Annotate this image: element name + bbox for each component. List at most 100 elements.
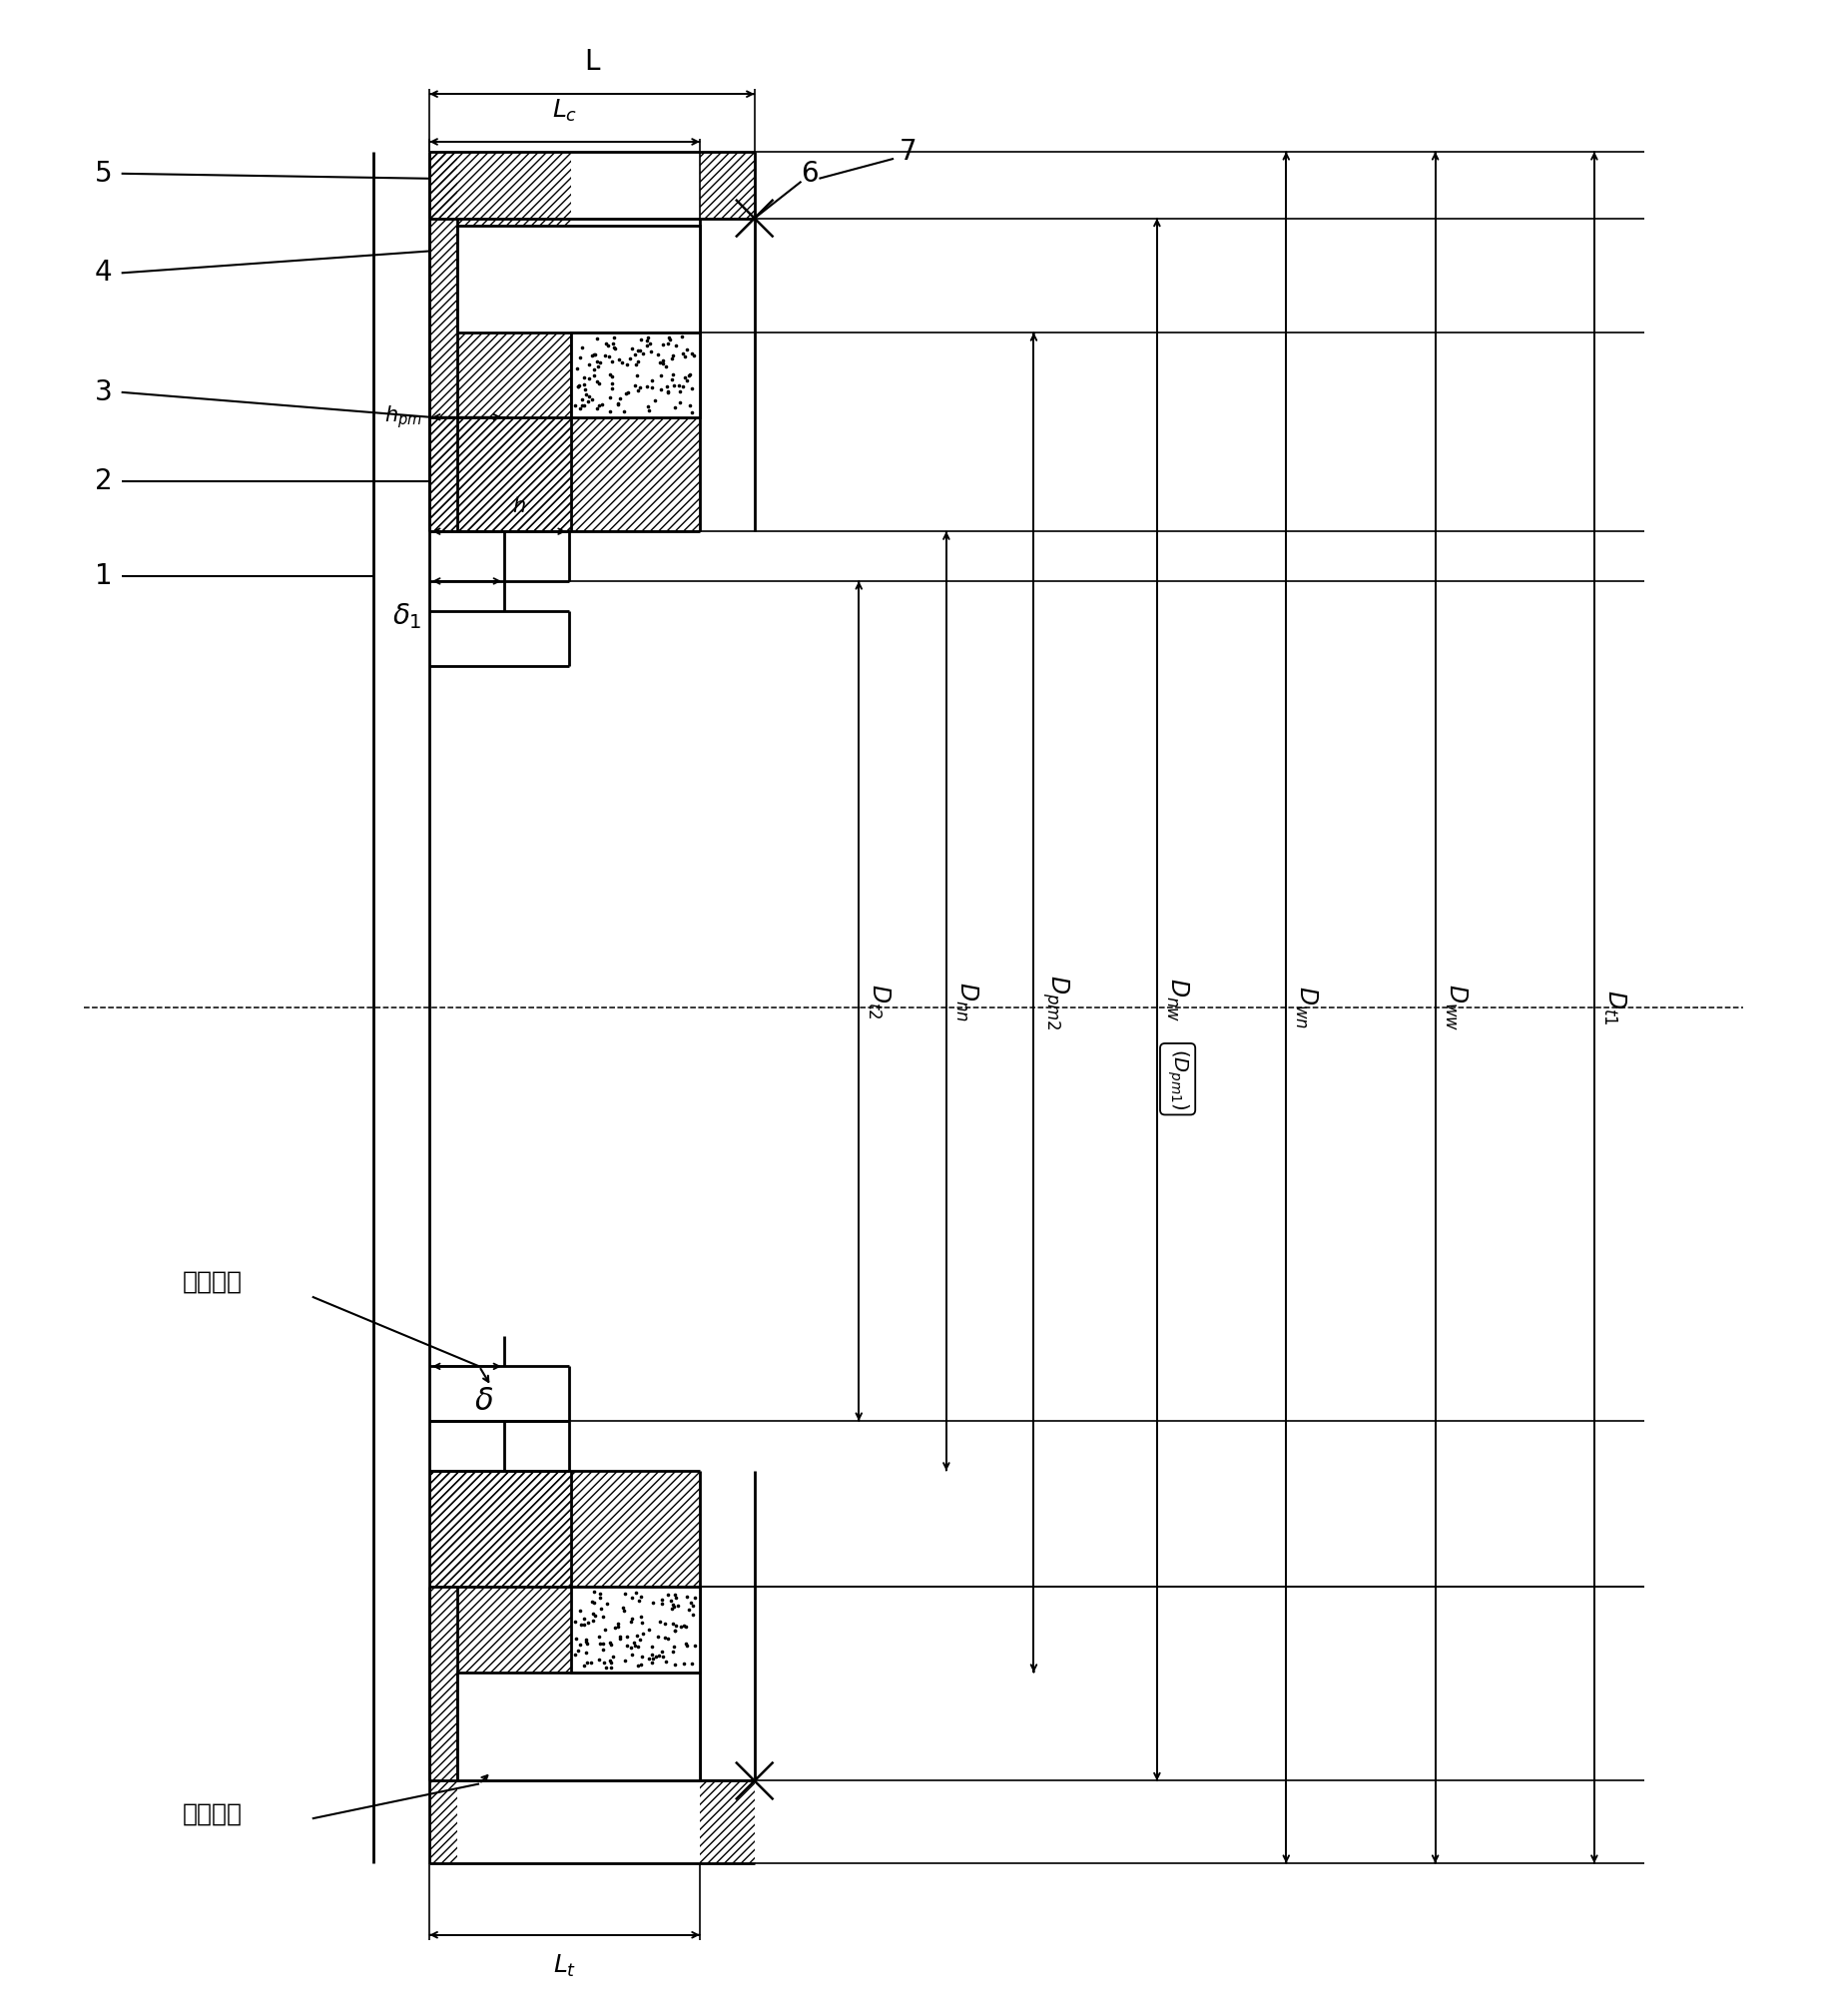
Point bbox=[623, 1631, 652, 1663]
Point bbox=[595, 1629, 625, 1661]
Point bbox=[660, 1615, 689, 1647]
Point bbox=[649, 329, 678, 361]
Point bbox=[597, 329, 627, 361]
Point bbox=[678, 1647, 707, 1679]
Point bbox=[627, 323, 656, 355]
Text: $L_t$: $L_t$ bbox=[553, 1954, 577, 1980]
Point bbox=[583, 365, 612, 397]
Point bbox=[672, 1581, 702, 1613]
Point bbox=[647, 1635, 676, 1667]
Point bbox=[597, 1647, 627, 1679]
Point bbox=[682, 1583, 711, 1615]
Point bbox=[561, 389, 590, 421]
Point bbox=[625, 1585, 654, 1617]
Point bbox=[575, 349, 605, 381]
Text: 4: 4 bbox=[95, 258, 112, 286]
Point bbox=[579, 1605, 608, 1637]
Point bbox=[572, 1637, 601, 1669]
Bar bbox=[570, 1587, 700, 1673]
Point bbox=[583, 323, 612, 355]
Text: $D_{ww}$: $D_{ww}$ bbox=[1442, 984, 1469, 1030]
Point bbox=[634, 1643, 663, 1675]
Point bbox=[599, 331, 628, 363]
Point bbox=[678, 1599, 707, 1631]
Point bbox=[623, 1649, 652, 1681]
Point bbox=[638, 1631, 667, 1663]
Point bbox=[588, 389, 617, 421]
Point bbox=[562, 1623, 592, 1655]
Point bbox=[564, 1635, 594, 1667]
Point bbox=[660, 1615, 689, 1647]
Point bbox=[625, 335, 654, 367]
Text: $h$: $h$ bbox=[513, 496, 526, 516]
Point bbox=[672, 365, 702, 397]
Point bbox=[680, 1629, 709, 1661]
Point bbox=[583, 393, 612, 425]
Point bbox=[641, 385, 671, 417]
Point bbox=[619, 369, 649, 401]
Point bbox=[658, 339, 687, 371]
Point bbox=[594, 329, 623, 361]
Point bbox=[579, 339, 608, 371]
Text: 6: 6 bbox=[801, 159, 817, 187]
Point bbox=[623, 375, 652, 407]
Point bbox=[603, 1611, 632, 1643]
Text: 1: 1 bbox=[95, 562, 112, 591]
Point bbox=[616, 1605, 645, 1637]
Point bbox=[671, 361, 700, 393]
Point bbox=[627, 1601, 656, 1633]
Point bbox=[627, 1649, 656, 1681]
Point bbox=[595, 1645, 625, 1677]
Point bbox=[638, 1587, 667, 1619]
Point bbox=[660, 1579, 689, 1611]
Point bbox=[661, 1581, 691, 1613]
Point bbox=[562, 353, 592, 385]
Point bbox=[628, 337, 658, 369]
Point bbox=[579, 359, 608, 391]
Point bbox=[570, 369, 599, 401]
Point bbox=[597, 367, 627, 399]
Point bbox=[627, 371, 656, 403]
Point bbox=[584, 351, 614, 383]
Point bbox=[612, 377, 641, 409]
Point bbox=[617, 1603, 647, 1635]
Point bbox=[584, 367, 614, 399]
Point bbox=[619, 339, 649, 371]
Point bbox=[601, 333, 630, 365]
Point bbox=[570, 1609, 599, 1641]
Point bbox=[612, 1629, 641, 1661]
Point bbox=[612, 349, 641, 381]
Point bbox=[661, 1609, 691, 1641]
Point bbox=[595, 381, 625, 413]
Point bbox=[634, 393, 663, 425]
Point bbox=[595, 1651, 625, 1683]
Point bbox=[590, 1647, 619, 1679]
Point bbox=[619, 1629, 649, 1661]
Point bbox=[584, 1643, 614, 1675]
Point bbox=[603, 389, 632, 421]
Point bbox=[566, 393, 595, 425]
Point bbox=[674, 1593, 703, 1625]
Point bbox=[561, 1607, 590, 1639]
Point bbox=[623, 335, 652, 367]
Point bbox=[566, 343, 595, 375]
Point bbox=[583, 345, 612, 377]
Point bbox=[672, 1629, 702, 1661]
Bar bbox=[458, 226, 700, 333]
Point bbox=[658, 1593, 687, 1625]
Point bbox=[645, 1607, 674, 1639]
Point bbox=[617, 1631, 647, 1663]
Text: $(D_{pm1})$: $(D_{pm1})$ bbox=[1165, 1048, 1191, 1111]
Point bbox=[564, 1629, 594, 1661]
Text: $D_{pm2}$: $D_{pm2}$ bbox=[1041, 976, 1072, 1030]
Point bbox=[671, 1611, 700, 1643]
Point bbox=[610, 1595, 639, 1627]
Bar bbox=[429, 1472, 570, 1780]
Text: $D_{nw}$: $D_{nw}$ bbox=[1163, 978, 1191, 1022]
Point bbox=[592, 327, 621, 359]
Point bbox=[661, 391, 691, 423]
Point bbox=[650, 1607, 680, 1639]
Point bbox=[568, 389, 597, 421]
Point bbox=[623, 1619, 652, 1651]
Point bbox=[617, 1639, 647, 1671]
